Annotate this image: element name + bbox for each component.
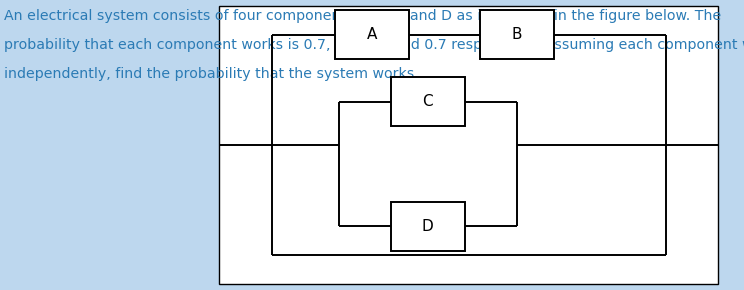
Bar: [219, 6, 718, 284]
Bar: [391, 77, 465, 126]
Text: D: D: [422, 219, 434, 234]
Text: B: B: [512, 27, 522, 42]
Text: C: C: [423, 94, 433, 109]
Bar: [391, 202, 465, 251]
Text: probability that each component works is 0.7, 0.8, 0.7 and 0.7 respectively. Ass: probability that each component works is…: [4, 38, 744, 52]
Text: A: A: [367, 27, 377, 42]
Bar: [335, 10, 409, 59]
Bar: [480, 10, 554, 59]
Text: An electrical system consists of four components A, B, C and D as illustrated in: An electrical system consists of four co…: [4, 9, 721, 23]
Text: independently, find the probability that the system works.: independently, find the probability that…: [4, 67, 418, 81]
